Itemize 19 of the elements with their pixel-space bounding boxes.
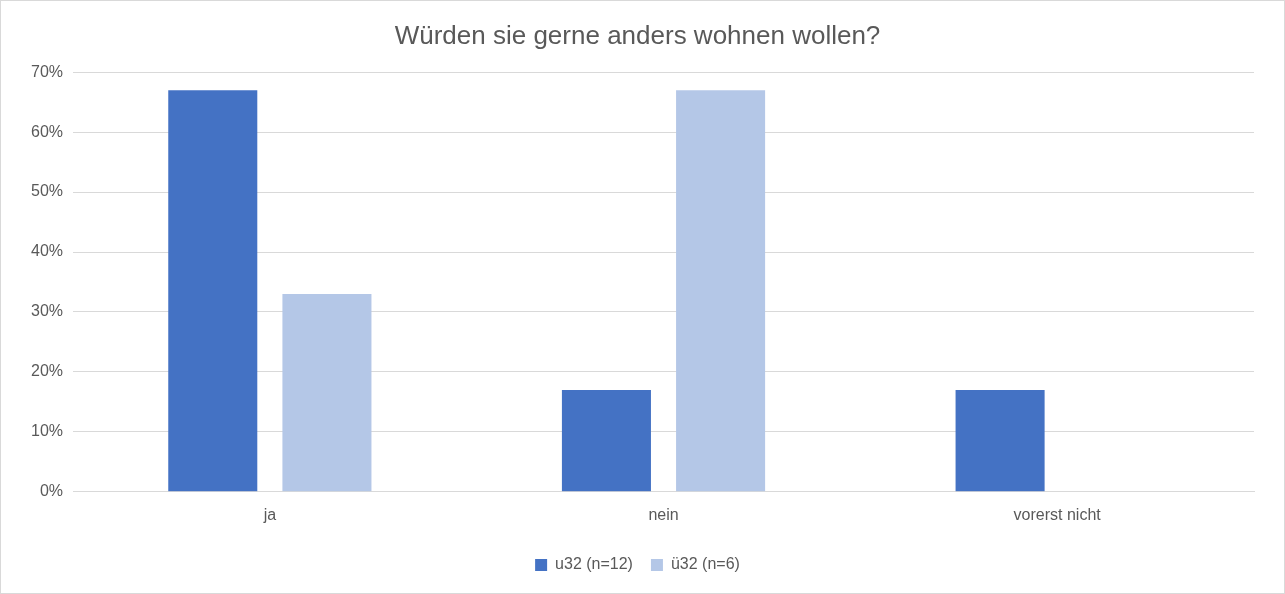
x-tick-label: ja <box>262 505 277 523</box>
legend-label: ü32 (n=6) <box>670 555 740 573</box>
bar <box>561 389 651 492</box>
y-tick-label: 70% <box>30 62 64 80</box>
bar <box>955 389 1045 492</box>
x-tick-label: vorerst nicht <box>1013 505 1102 523</box>
y-tick-label: 60% <box>30 122 64 140</box>
chart-title: Würden sie gerne anders wohnen wollen? <box>394 19 881 50</box>
bar <box>282 293 372 492</box>
y-tick-label: 20% <box>30 362 64 380</box>
bar <box>676 90 766 492</box>
y-tick-label: 40% <box>30 242 64 260</box>
x-tick-label: nein <box>648 505 679 523</box>
y-tick-label: 0% <box>39 482 64 500</box>
bar <box>168 90 258 492</box>
legend-label: u32 (n=12) <box>555 555 633 573</box>
y-tick-label: 50% <box>30 182 64 200</box>
y-tick-label: 10% <box>30 422 64 440</box>
y-tick-label: 30% <box>30 302 64 320</box>
